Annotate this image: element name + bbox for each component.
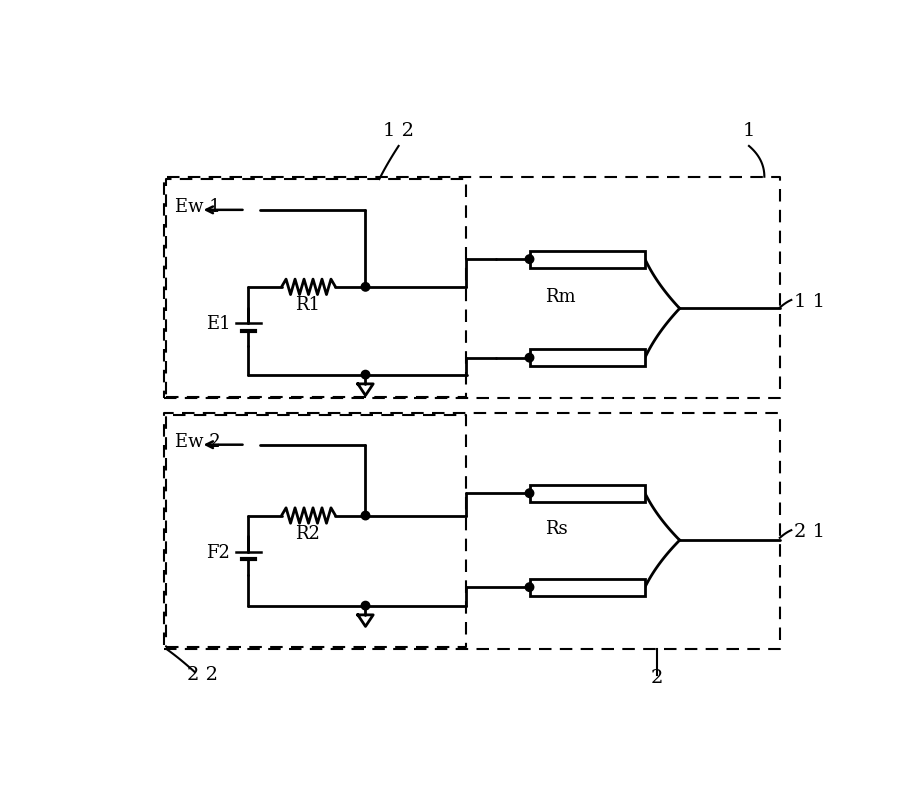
Text: R1: R1 — [295, 296, 320, 314]
Text: 1 1: 1 1 — [794, 293, 824, 312]
Circle shape — [526, 583, 534, 591]
Circle shape — [361, 283, 370, 291]
Text: Rm: Rm — [545, 288, 575, 306]
Circle shape — [361, 371, 370, 379]
Text: 2: 2 — [650, 669, 663, 686]
Bar — [164, 413, 780, 649]
Bar — [529, 485, 645, 502]
Circle shape — [361, 602, 370, 610]
Bar — [529, 251, 645, 268]
Circle shape — [361, 511, 370, 520]
Bar — [529, 349, 645, 366]
Bar — [166, 415, 466, 647]
Bar — [166, 179, 466, 397]
Text: 2 2: 2 2 — [187, 666, 218, 683]
Text: Ew 2: Ew 2 — [175, 432, 221, 451]
Text: 2 1: 2 1 — [794, 523, 824, 542]
Text: E1: E1 — [207, 315, 230, 333]
Circle shape — [526, 255, 534, 264]
Text: Rs: Rs — [545, 520, 568, 538]
Text: R2: R2 — [295, 525, 320, 543]
Text: Ew 1: Ew 1 — [175, 198, 221, 216]
Text: 1: 1 — [743, 122, 755, 140]
Circle shape — [526, 353, 534, 362]
Bar — [164, 177, 780, 399]
Text: F2: F2 — [207, 544, 230, 562]
Bar — [529, 578, 645, 595]
Text: 1 2: 1 2 — [384, 122, 414, 140]
Circle shape — [526, 489, 534, 498]
